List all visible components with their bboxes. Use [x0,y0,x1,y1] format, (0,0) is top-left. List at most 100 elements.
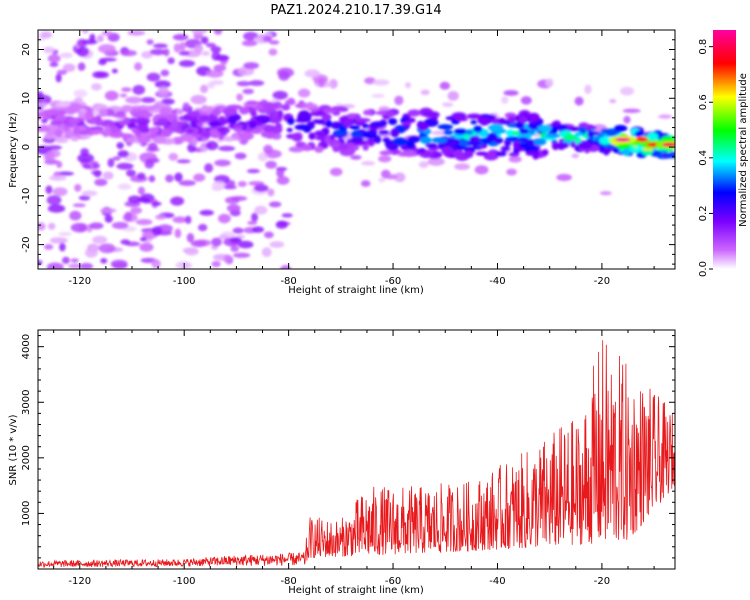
heatmap-noise-cell [135,218,153,226]
heatmap-noise-cell [167,57,175,65]
spectrogram-ytick-label: -10 [21,188,32,204]
spectrogram-xtick-label: -20 [594,276,610,287]
heatmap-ridge-cell [118,119,129,126]
heatmap-ridge-cell [566,126,582,132]
heatmap-noise-cell [107,158,115,168]
heatmap-noise-cell [98,44,116,54]
snr-axes: -120 -100 -80 -60 -40 -20 1000 2000 3000 4000 [21,330,675,587]
heatmap-ridge-cell [634,130,645,137]
heatmap-noise-cell [130,207,143,215]
heatmap-noise-cell [184,247,199,256]
heatmap-noise-cell [329,167,343,177]
heatmap-noise-cell [275,220,288,229]
heatmap-noise-cell [418,161,429,169]
heatmap-noise-cell [230,245,239,252]
colorbar-ticks: 0.0 0.2 0.4 0.6 0.8 [698,39,713,277]
heatmap-noise-cell [74,97,83,103]
heatmap-noise-cell [47,204,66,213]
heatmap-ridge-cell [286,127,293,133]
heatmap-noise-cell [174,172,183,182]
heatmap-ridge-cell [466,140,483,146]
heatmap-noise-cell [237,240,254,249]
heatmap-noise-cell [385,174,398,180]
heatmap-noise-cell [38,222,46,231]
heatmap-ridge-cell [159,107,171,116]
snr-ytick-label: 2000 [21,445,32,470]
heatmap-ridge-cell [532,138,547,146]
heatmap-ridge-cell [647,132,659,141]
heatmap-noise-cell [205,140,219,151]
heatmap-noise-cell [125,96,143,104]
heatmap-ridge-cell [512,130,521,136]
heatmap-ridge-cell [528,112,540,122]
snr-xtick-label: -120 [68,576,91,587]
colorbar-tick-label: 0.8 [698,39,709,55]
heatmap-noise-cell [243,62,260,70]
heatmap-noise-cell [82,164,92,169]
heatmap-noise-cell [278,70,290,81]
heatmap-ridge-cell [120,105,134,112]
heatmap-noise-cell [88,245,102,250]
heatmap-noise-cell [117,183,132,190]
heatmap-noise-cell [100,258,108,264]
heatmap-ridge-cell [425,142,438,148]
heatmap-noise-cell [268,201,282,208]
heatmap-ridge-cell [126,136,136,143]
heatmap-ridge-cell [233,127,243,132]
heatmap-noise-cell [58,232,72,237]
heatmap-peak-core [661,142,675,147]
heatmap-noise-cell [439,81,451,90]
heatmap-ridge-cell [98,108,108,117]
heatmap-ridge-cell [67,103,83,112]
heatmap-ridge-cell [369,121,386,129]
heatmap-ridge-cell [505,129,515,137]
heatmap-noise-cell [151,259,161,269]
heatmap-noise-cell [200,84,209,94]
heatmap-noise-cell [185,215,192,224]
heatmap-ridge-cell [332,142,341,148]
heatmap-noise-cell [218,145,236,152]
heatmap-ridge-cell [443,129,454,135]
heatmap-noise-cell [230,195,248,201]
heatmap-noise-cell [38,91,44,100]
heatmap-noise-cell [146,72,161,82]
heatmap-noise-cell [474,165,489,175]
heatmap-ridge-cell [556,124,568,131]
spectrogram-xtick-label: -100 [173,276,196,287]
spectrogram-xtick-label: -80 [280,276,296,287]
heatmap-noise-cell [100,208,117,213]
heatmap-noise-cell [84,247,98,258]
figure-title: PAZ1.2024.210.17.39.G14 [270,3,441,18]
heatmap-noise-cell [147,142,158,152]
heatmap-ridge-cell [431,137,448,144]
heatmap-noise-cell [98,243,116,254]
heatmap-ridge-cell [525,151,541,156]
heatmap-noise-cell [70,258,79,263]
heatmap-ridge-cell [138,121,149,127]
heatmap-ridge-cell [314,146,324,153]
spectrogram-xlabel: Height of straight line (km) [288,285,424,296]
heatmap-noise-cell [172,34,189,41]
heatmap-noise-cell [622,108,641,114]
heatmap-ridge-cell [498,118,507,125]
heatmap-ridge-cell [407,135,421,143]
heatmap-noise-cell [378,177,386,183]
heatmap-ridge-cell [466,113,482,120]
heatmap-ridge-cell [176,109,184,115]
heatmap-noise-cell [404,82,411,89]
heatmap-noise-cell [599,191,612,196]
heatmap-ridge-cell [271,110,279,119]
heatmap-ridge-cell [613,124,628,132]
heatmap-noise-cell [272,90,288,100]
snr-xtick-label: -20 [594,576,610,587]
heatmap-noise-cell [121,50,137,57]
heatmap-noise-cell [93,170,102,178]
heatmap-ridge-cell [362,143,369,151]
snr-panel: -120 -100 -80 -60 -40 -20 1000 2000 3000 4000 Hei… [8,329,676,596]
heatmap-ridge-cell [364,130,376,135]
heatmap-noise-cell [41,31,53,39]
heatmap-noise-cell [236,93,244,102]
heatmap-noise-cell [213,30,223,35]
heatmap-noise-cell [508,155,522,163]
